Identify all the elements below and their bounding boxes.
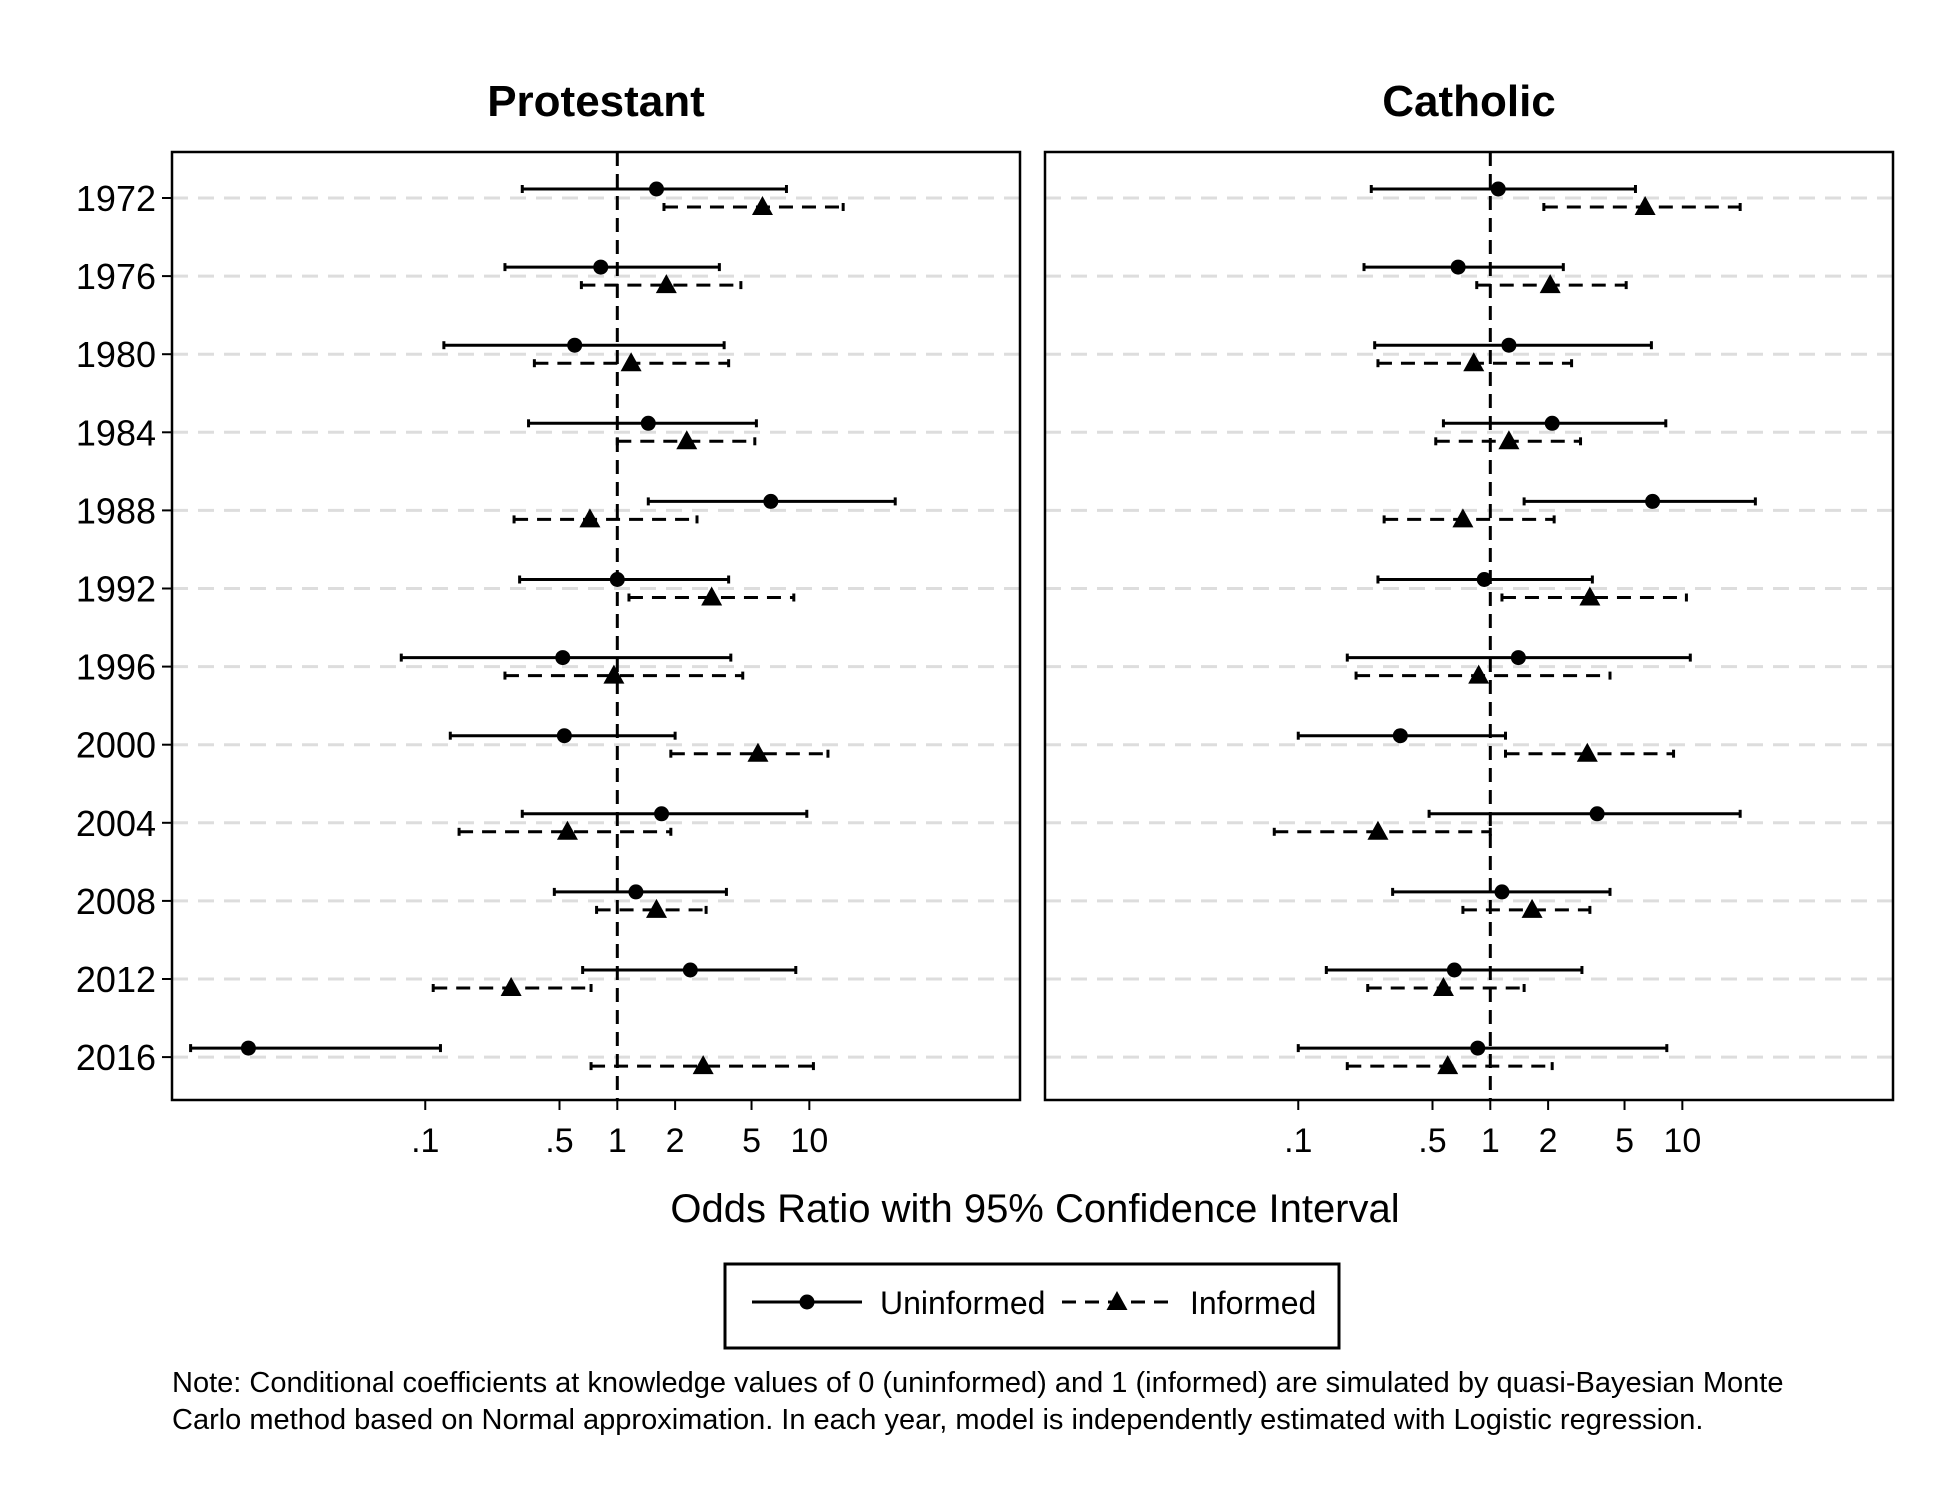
- point-uninformed: [555, 650, 571, 666]
- point-uninformed: [628, 884, 644, 900]
- point-informed: [500, 977, 522, 996]
- year-label: 1988: [76, 490, 156, 531]
- point-uninformed: [1501, 337, 1517, 353]
- point-uninformed: [1510, 650, 1526, 666]
- point-informed: [1498, 430, 1520, 450]
- x-tick-label: .5: [1418, 1122, 1446, 1160]
- x-tick-label: 2: [1539, 1122, 1558, 1160]
- point-informed: [1634, 196, 1656, 215]
- point-informed: [1579, 586, 1601, 606]
- year-label: 2008: [76, 881, 156, 922]
- point-uninformed: [593, 259, 609, 275]
- x-axis-title: Odds Ratio with 95% Confidence Interval: [670, 1187, 1399, 1231]
- panel-frame: [1043, 150, 1895, 1102]
- year-label: 2016: [76, 1037, 156, 1078]
- point-uninformed: [609, 572, 625, 587]
- point-informed: [1521, 898, 1543, 918]
- point-uninformed: [1450, 259, 1466, 275]
- point-informed: [1452, 508, 1474, 528]
- point-informed: [579, 508, 601, 528]
- point-informed: [1463, 352, 1485, 372]
- point-uninformed: [1544, 415, 1560, 431]
- point-informed: [676, 430, 698, 450]
- point-uninformed: [1470, 1040, 1486, 1056]
- point-uninformed: [763, 493, 779, 509]
- point-uninformed: [1490, 181, 1506, 197]
- year-label: 1984: [76, 412, 156, 453]
- legend-frame: [723, 1262, 1341, 1350]
- point-informed: [747, 742, 769, 762]
- year-label: 1996: [76, 647, 156, 688]
- year-label: 2000: [76, 725, 156, 766]
- point-informed: [603, 664, 625, 684]
- point-informed: [1468, 664, 1490, 684]
- panel-protestant: Protestant 1972 1976 1980 1984 1988 1992 1996 20…: [76, 77, 1022, 1160]
- footnote: Note: Conditional coefficients at knowle…: [172, 1367, 1784, 1436]
- year-label: 2012: [76, 959, 156, 1000]
- point-informed: [701, 586, 723, 606]
- point-informed: [751, 196, 773, 215]
- point-informed: [1576, 742, 1598, 762]
- point-uninformed: [556, 728, 572, 744]
- point-uninformed: [240, 1040, 256, 1056]
- panel-catholic: Catholic .1 .5 1 2 5 10: [1043, 77, 1895, 1160]
- x-tick-label: 5: [742, 1122, 761, 1160]
- point-informed: [556, 820, 578, 840]
- panel-frame: [170, 150, 1022, 1102]
- x-tick-label: .1: [411, 1122, 439, 1160]
- point-uninformed: [1392, 728, 1408, 744]
- point-uninformed: [682, 962, 698, 978]
- point-informed: [1539, 274, 1561, 294]
- point-informed: [1432, 977, 1454, 996]
- point-informed: [655, 274, 677, 294]
- point-uninformed: [1645, 493, 1661, 509]
- legend-label-informed: Informed: [1190, 1285, 1316, 1321]
- year-label: 2004: [76, 803, 156, 844]
- x-tick-label: 2: [666, 1122, 685, 1160]
- point-informed: [692, 1055, 714, 1075]
- year-label: 1980: [76, 334, 156, 375]
- point-uninformed: [640, 415, 656, 431]
- legend: Uninformed Informed: [723, 1262, 1341, 1350]
- point-uninformed: [1446, 962, 1462, 978]
- point-informed: [1367, 820, 1389, 840]
- point-uninformed: [1476, 572, 1492, 587]
- year-label: 1972: [76, 178, 156, 219]
- legend-marker-informed: [1106, 1291, 1128, 1310]
- point-informed: [1437, 1055, 1459, 1075]
- x-tick-label: .5: [545, 1122, 573, 1160]
- point-uninformed: [567, 337, 583, 353]
- x-tick-label: 10: [790, 1122, 828, 1160]
- point-uninformed: [1589, 806, 1605, 822]
- legend-label-uninformed: Uninformed: [880, 1285, 1045, 1321]
- x-tick-label: 10: [1663, 1122, 1701, 1160]
- point-informed: [646, 898, 668, 918]
- point-informed: [620, 352, 642, 372]
- x-tick-label: 5: [1615, 1122, 1634, 1160]
- legend-marker-uninformed: [799, 1294, 815, 1310]
- point-uninformed: [654, 806, 670, 822]
- panel-title: Catholic: [1382, 77, 1556, 126]
- point-uninformed: [649, 181, 665, 197]
- panel-title: Protestant: [487, 77, 705, 126]
- x-tick-label: .1: [1284, 1122, 1312, 1160]
- point-uninformed: [1494, 884, 1510, 900]
- year-label: 1992: [76, 569, 156, 610]
- x-tick-label: 1: [1481, 1122, 1500, 1160]
- year-label: 1976: [76, 256, 156, 297]
- x-tick-label: 1: [608, 1122, 627, 1160]
